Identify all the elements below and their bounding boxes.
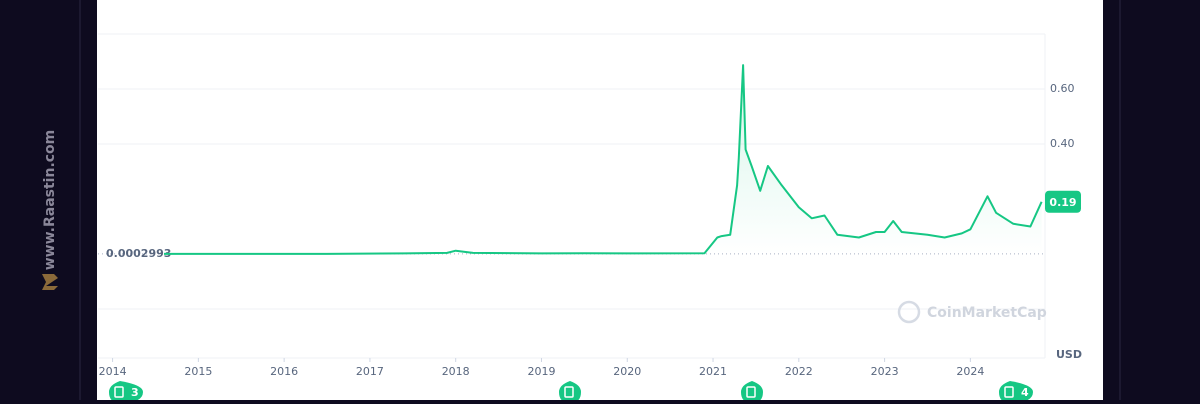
currency-label: USD xyxy=(1056,348,1082,361)
logo xyxy=(42,274,58,290)
event-badge[interactable] xyxy=(741,381,763,403)
x-tick-label: 2019 xyxy=(527,365,555,378)
panel xyxy=(97,0,1103,400)
event-count: 3 xyxy=(131,386,139,399)
y-tick-label: 0.40 xyxy=(1050,137,1075,150)
x-tick-label: 2017 xyxy=(356,365,384,378)
event-badge[interactable]: 4 xyxy=(999,381,1033,403)
watermark-text: CoinMarketCap xyxy=(927,305,1047,321)
watermark: CoinMarketCap xyxy=(897,300,1047,324)
current-price-label: 0.19 xyxy=(1049,196,1076,209)
badge-icon xyxy=(746,386,756,398)
event-count: 4 xyxy=(1021,386,1029,399)
site-name: www.Raastin.com xyxy=(42,130,58,271)
badge-shape xyxy=(559,381,581,403)
current-price-badge: 0.19 xyxy=(1045,190,1081,213)
watermark-logo xyxy=(897,300,921,324)
x-tick-label: 2016 xyxy=(270,365,298,378)
badge-shape xyxy=(741,381,763,403)
badge-box xyxy=(1045,190,1081,213)
badge-icon xyxy=(114,386,124,398)
start-price-label: 0.0002993 xyxy=(106,247,171,260)
event-badge[interactable]: 3 xyxy=(109,381,143,403)
x-tick-label: 2022 xyxy=(785,365,813,378)
x-tick-label: 2014 xyxy=(99,365,127,378)
event-badge[interactable] xyxy=(559,381,581,403)
x-tick-label: 2018 xyxy=(442,365,470,378)
x-tick-label: 2015 xyxy=(184,365,212,378)
price-line xyxy=(164,64,1043,255)
x-tick-label: 2020 xyxy=(613,365,641,378)
x-tick-label: 2023 xyxy=(871,365,899,378)
badge-icon xyxy=(564,386,574,398)
badge-icon xyxy=(1004,386,1014,398)
x-tick-label: 2024 xyxy=(956,365,984,378)
y-tick-label: 0.60 xyxy=(1050,82,1075,95)
x-tick-label: 2021 xyxy=(699,365,727,378)
logo-shape xyxy=(42,274,58,290)
